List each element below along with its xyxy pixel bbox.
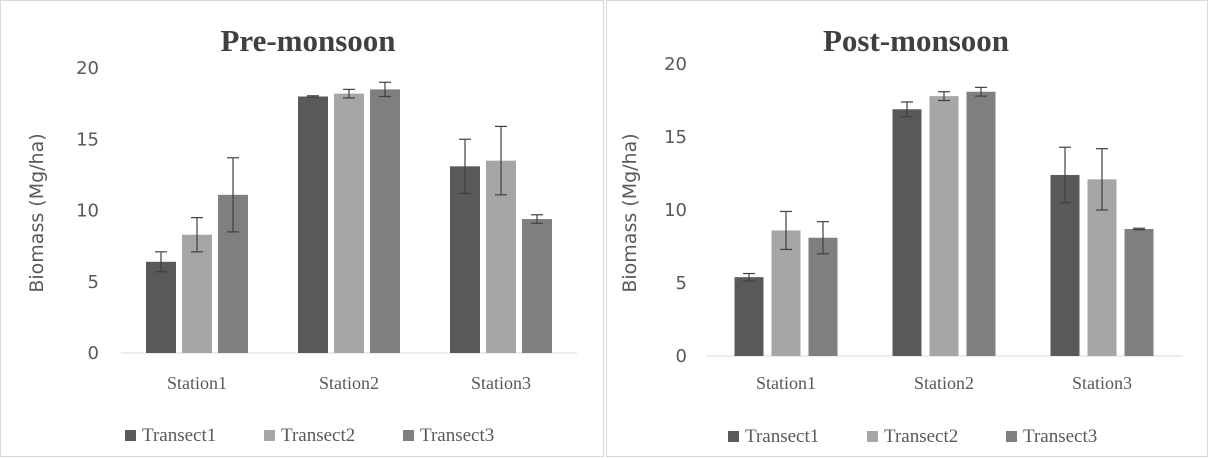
y-tick-label: 20 xyxy=(664,54,687,75)
y-tick-label: 20 xyxy=(76,58,99,79)
bar xyxy=(146,261,176,353)
y-tick-label: 10 xyxy=(76,201,99,222)
legend-label: Transect3 xyxy=(1023,426,1097,447)
x-tick-label: Station3 xyxy=(1072,373,1132,393)
bar xyxy=(892,109,922,356)
y-tick-label: 15 xyxy=(664,127,687,148)
legend-swatch xyxy=(403,430,414,441)
legend-label: Transect2 xyxy=(281,425,355,446)
bar xyxy=(1124,228,1154,356)
x-tick-label: Station1 xyxy=(756,373,816,393)
x-tick-label: Station2 xyxy=(914,373,974,393)
chart-title: Post-monsoon xyxy=(823,23,1009,58)
bar xyxy=(450,166,480,353)
legend-swatch xyxy=(264,430,275,441)
legend-swatch xyxy=(1006,431,1017,442)
chart-svg: Pre-monsoon Biomass (Mg/ha) 0 5 10 15 20 Statio… xyxy=(26,23,577,446)
legend: Transect1 Transect2 Transect3 xyxy=(125,425,494,446)
legend-swatch xyxy=(728,431,739,442)
y-tick-label: 0 xyxy=(676,346,687,367)
y-tick-label: 0 xyxy=(88,343,99,364)
bar xyxy=(298,96,328,353)
legend-label: Transect1 xyxy=(745,426,819,447)
bar xyxy=(929,96,959,357)
bar xyxy=(370,89,400,353)
y-tick-label: 5 xyxy=(676,273,687,294)
bar xyxy=(182,234,212,353)
x-tick-label: Station3 xyxy=(471,373,531,393)
y-axis-label: Biomass (Mg/ha) xyxy=(619,133,641,292)
y-tick-label: 5 xyxy=(88,272,99,293)
bar xyxy=(966,91,996,357)
bar xyxy=(771,230,801,356)
x-tick-label: Station2 xyxy=(319,373,379,393)
chart-panel-post-monsoon: Post-monsoon Biomass (Mg/ha) 0 5 10 15 20 Stati… xyxy=(606,0,1208,457)
y-tick-label: 10 xyxy=(664,200,687,221)
legend-swatch xyxy=(125,430,136,441)
bar xyxy=(522,219,552,353)
bar xyxy=(734,277,764,356)
bar xyxy=(1050,174,1080,356)
bar xyxy=(334,93,364,354)
bar xyxy=(808,237,838,356)
y-tick-label: 15 xyxy=(76,129,99,150)
y-axis-label: Biomass (Mg/ha) xyxy=(26,133,48,292)
chart-title: Pre-monsoon xyxy=(220,23,395,58)
legend: Transect1 Transect2 Transect3 xyxy=(728,426,1097,447)
legend-swatch xyxy=(867,431,878,442)
chart-svg: Post-monsoon Biomass (Mg/ha) 0 5 10 15 20 Stati… xyxy=(619,23,1183,447)
chart-panel-pre-monsoon: Pre-monsoon Biomass (Mg/ha) 0 5 10 15 20 Statio… xyxy=(0,0,604,457)
legend-label: Transect3 xyxy=(420,425,494,446)
legend-label: Transect2 xyxy=(884,426,958,447)
legend-label: Transect1 xyxy=(142,425,216,446)
x-tick-label: Station1 xyxy=(167,373,227,393)
